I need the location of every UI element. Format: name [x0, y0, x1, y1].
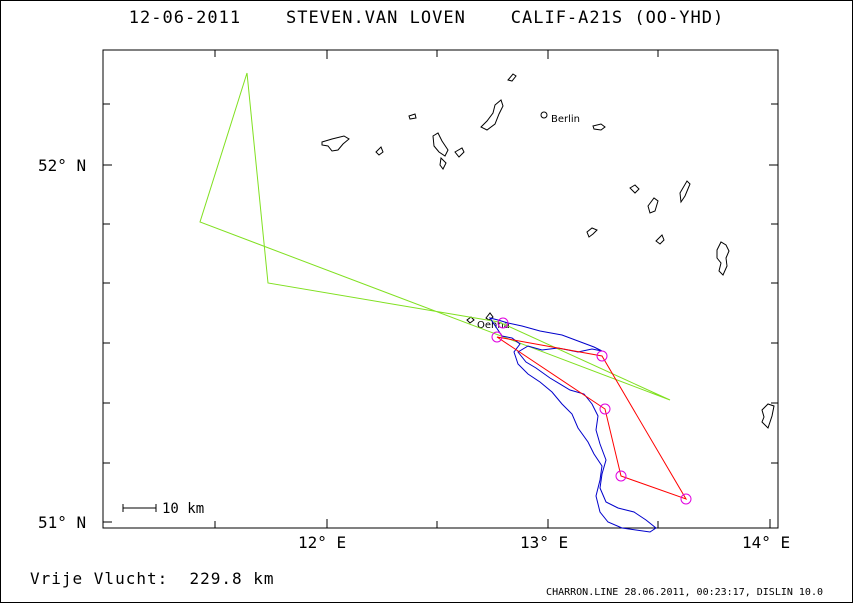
lon-label-14: 14° E [742, 533, 790, 552]
plot-border [102, 49, 779, 529]
scored-triangle [496, 336, 688, 500]
free-flight-distance: Vrije Vlucht: 229.8 km [30, 569, 275, 588]
axis-ticks [103, 50, 778, 528]
flight-title: 12-06-2011 STEVEN.VAN LOVEN CALIF-A21S (… [128, 8, 725, 28]
berlin-marker [540, 111, 548, 119]
lat-label-52: 52° N [38, 156, 86, 175]
scale-bar-label: 10 km [162, 501, 204, 517]
lat-label-51: 51° N [38, 513, 86, 532]
gps-track [488, 317, 657, 533]
lake-outlines [321, 73, 775, 429]
lon-label-12: 12° E [298, 533, 346, 552]
software-credit: CHARRON.LINE 28.06.2011, 00:23:17, DISLI… [546, 587, 823, 598]
lon-label-13: 13° E [520, 533, 568, 552]
berlin-label: Berlin [551, 114, 580, 125]
scale-bar [122, 504, 157, 512]
declared-task-route [199, 72, 671, 401]
oehna-label: Oehna [477, 320, 510, 331]
turnpoints [491, 317, 692, 505]
